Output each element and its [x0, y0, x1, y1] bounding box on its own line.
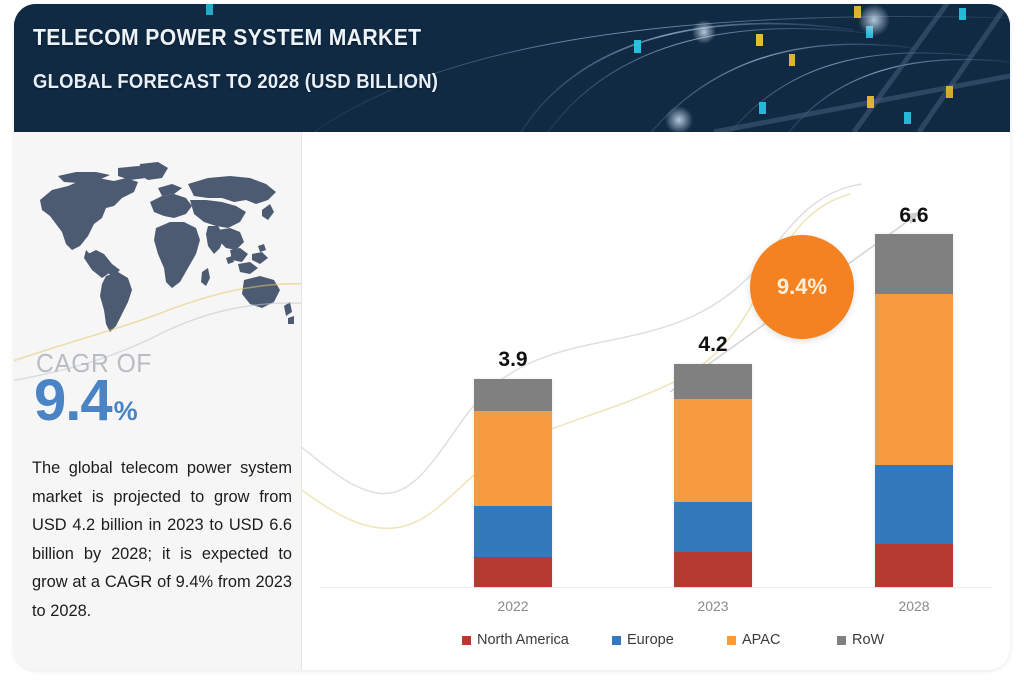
- legend-label: APAC: [742, 632, 781, 648]
- segment-north-america: [474, 557, 552, 587]
- bar-total-label: 3.9: [498, 348, 528, 371]
- cagr-value: 9.4 %: [34, 372, 138, 430]
- left-summary-panel: CAGR OF 9.4 % The global telecom power s…: [14, 132, 301, 670]
- legend-item-north-america[interactable]: North America: [462, 632, 612, 648]
- cagr-bubble-label: 9.4%: [776, 274, 828, 299]
- bar-2028[interactable]: [875, 234, 953, 587]
- legend-label: RoW: [852, 632, 885, 648]
- legend-item-apac[interactable]: APAC: [727, 632, 837, 648]
- stacked-bar-plot: 3.9 2022 4.2 2023: [302, 132, 1010, 670]
- bar-total-label: 6.6: [899, 204, 929, 227]
- infographic-card: TELECOM POWER SYSTEM MARKET GLOBAL FOREC…: [14, 4, 1010, 670]
- x-label-2022: 2022: [497, 598, 529, 614]
- legend-item-row[interactable]: RoW: [837, 632, 884, 648]
- header-banner: TELECOM POWER SYSTEM MARKET GLOBAL FOREC…: [14, 4, 1010, 132]
- segment-europe: [674, 502, 752, 552]
- segment-apac: [674, 399, 752, 502]
- segment-europe: [875, 465, 953, 544]
- segment-europe: [474, 506, 552, 557]
- chart-area: 3.9 2022 4.2 2023: [302, 132, 1010, 670]
- bar-2023[interactable]: [674, 364, 752, 587]
- bar-2022[interactable]: [474, 379, 552, 587]
- header-network-graphic: [14, 4, 1010, 132]
- segment-row: [875, 234, 953, 294]
- segment-apac: [875, 294, 953, 465]
- legend-swatch-icon: [727, 635, 736, 645]
- x-axis-line: [320, 587, 992, 588]
- world-map-graphic: [22, 154, 297, 344]
- x-label-2028: 2028: [898, 598, 930, 614]
- description-text: The global telecom power system market i…: [32, 459, 292, 620]
- panel-divider: [301, 132, 302, 670]
- segment-north-america: [674, 552, 752, 587]
- segment-north-america: [875, 544, 953, 587]
- legend-label: North America: [477, 632, 569, 648]
- page-subtitle: GLOBAL FORECAST TO 2028 (USD BILLION): [33, 71, 439, 93]
- chart-legend: North America Europe APAC RoW: [462, 632, 1002, 648]
- world-map-svg: [40, 162, 294, 332]
- legend-swatch-icon: [462, 635, 471, 645]
- segment-row: [474, 379, 552, 411]
- segment-apac: [474, 411, 552, 506]
- legend-item-europe[interactable]: Europe: [612, 632, 727, 648]
- page-title: TELECOM POWER SYSTEM MARKET: [33, 24, 422, 50]
- legend-swatch-icon: [612, 635, 621, 645]
- cagr-bubble: 9.4%: [750, 235, 854, 339]
- bar-total-label: 4.2: [698, 333, 728, 356]
- legend-swatch-icon: [837, 635, 846, 645]
- segment-row: [674, 364, 752, 399]
- cagr-number: 9.4: [34, 368, 113, 433]
- legend-label: Europe: [627, 632, 674, 648]
- cagr-label: CAGR OF: [36, 348, 152, 378]
- x-label-2023: 2023: [697, 598, 729, 614]
- cagr-percent-sign: %: [113, 396, 138, 426]
